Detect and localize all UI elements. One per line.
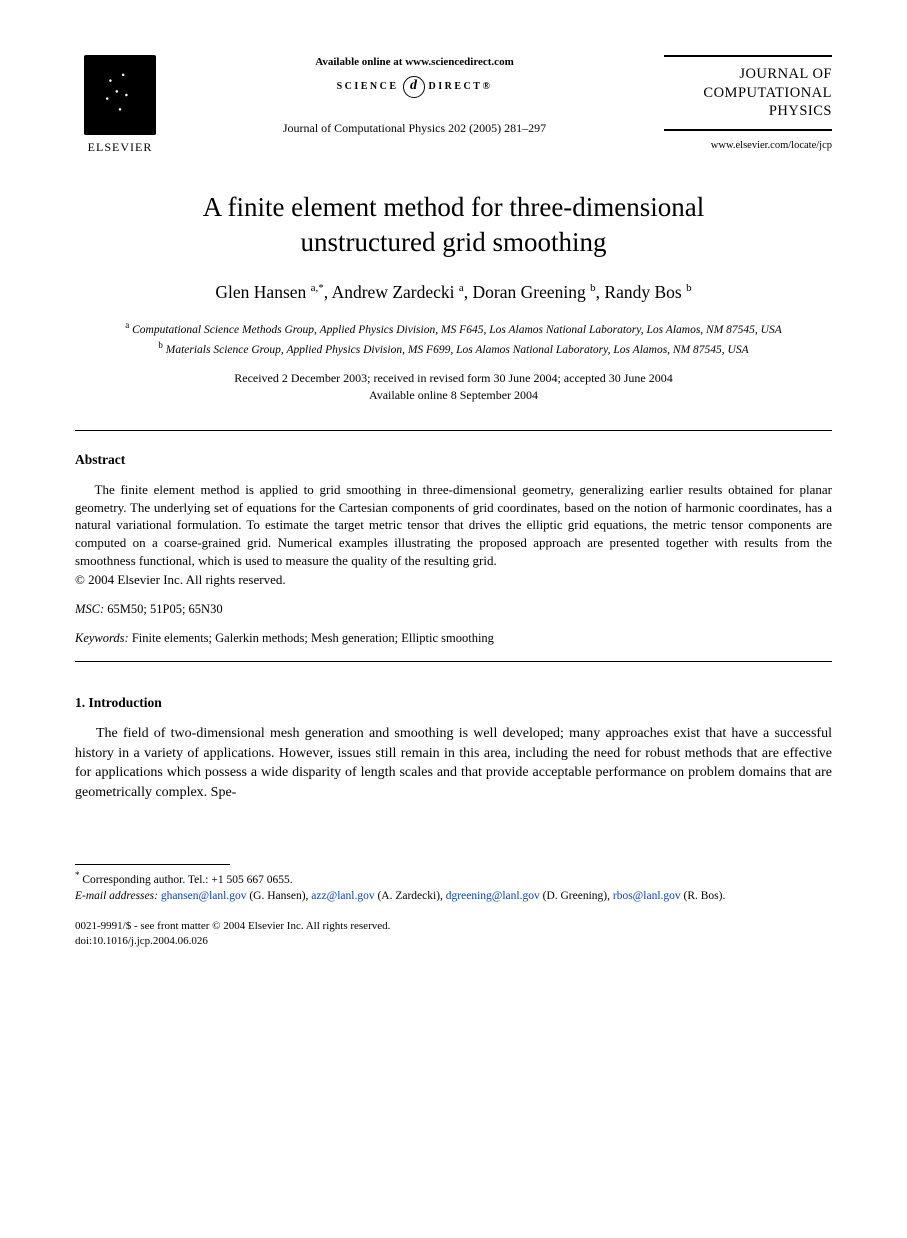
abstract-body: The finite element method is applied to …: [75, 481, 832, 569]
footnote-rule: [75, 864, 230, 865]
publisher-name: ELSEVIER: [88, 139, 153, 155]
dates-line1: Received 2 December 2003; received in re…: [75, 370, 832, 387]
author-4: Randy Bos: [604, 282, 686, 302]
keywords-label: Keywords:: [75, 631, 129, 645]
msc-label: MSC:: [75, 602, 104, 616]
sciencedirect-d-icon: d: [403, 76, 425, 98]
author-2: Andrew Zardecki: [332, 282, 459, 302]
center-header: Available online at www.sciencedirect.co…: [165, 55, 664, 136]
intro-body: The field of two-dimensional mesh genera…: [75, 724, 832, 802]
article-title: A finite element method for three-dimens…: [75, 190, 832, 259]
sciencedirect-left: SCIENCE: [337, 80, 399, 94]
sciencedirect-logo: SCIENCE d DIRECT®: [183, 76, 646, 98]
affiliations: a Computational Science Methods Group, A…: [75, 319, 832, 358]
intro-heading: 1. Introduction: [75, 694, 832, 712]
journal-reference: Journal of Computational Physics 202 (20…: [183, 120, 646, 136]
doi-line: doi:10.1016/j.jcp.2004.06.026: [75, 934, 832, 949]
article-dates: Received 2 December 2003; received in re…: [75, 370, 832, 404]
publication-footer: 0021-9991/$ - see front matter © 2004 El…: [75, 919, 832, 949]
title-line2: unstructured grid smoothing: [301, 227, 607, 257]
journal-header: ELSEVIER Available online at www.science…: [75, 55, 832, 155]
msc-codes: 65M50; 51P05; 65N30: [104, 602, 222, 616]
author-1-affil: a,*: [311, 282, 324, 294]
publisher-logo-block: ELSEVIER: [75, 55, 165, 155]
abstract-rule-top: [75, 430, 832, 431]
journal-name-line2: COMPUTATIONAL: [664, 84, 832, 103]
front-matter-line: 0021-9991/$ - see front matter © 2004 El…: [75, 919, 832, 934]
journal-name-line3: PHYSICS: [664, 102, 832, 121]
journal-title-rule-top: [664, 55, 832, 57]
title-line1: A finite element method for three-dimens…: [203, 192, 705, 222]
journal-url: www.elsevier.com/locate/jcp: [664, 139, 832, 153]
copyright-line: © 2004 Elsevier Inc. All rights reserved…: [75, 571, 832, 589]
email-link-2[interactable]: azz@lanl.gov: [311, 890, 374, 902]
footnotes: * Corresponding author. Tel.: +1 505 667…: [75, 869, 832, 905]
keywords-text: Finite elements; Galerkin methods; Mesh …: [129, 631, 494, 645]
msc-line: MSC: 65M50; 51P05; 65N30: [75, 601, 832, 618]
email-link-1[interactable]: ghansen@lanl.gov: [161, 890, 247, 902]
available-online-text: Available online at www.sciencedirect.co…: [183, 55, 646, 70]
corresponding-author: * Corresponding author. Tel.: +1 505 667…: [75, 869, 832, 889]
journal-title-block: JOURNAL OF COMPUTATIONAL PHYSICS www.els…: [664, 55, 832, 153]
keywords-line: Keywords: Finite elements; Galerkin meth…: [75, 630, 832, 647]
sciencedirect-right: DIRECT®: [429, 80, 493, 94]
elsevier-tree-icon: [84, 55, 156, 135]
journal-title-rule-bottom: [664, 129, 832, 131]
dates-line2: Available online 8 September 2004: [75, 387, 832, 404]
authors-line: Glen Hansen a,*, Andrew Zardecki a, Dora…: [75, 281, 832, 305]
email-link-4[interactable]: rbos@lanl.gov: [613, 890, 681, 902]
affiliation-b: b Materials Science Group, Applied Physi…: [75, 339, 832, 359]
journal-name: JOURNAL OF COMPUTATIONAL PHYSICS: [664, 65, 832, 121]
abstract-rule-bottom: [75, 661, 832, 662]
author-1: Glen Hansen: [215, 282, 310, 302]
affiliation-a: a Computational Science Methods Group, A…: [75, 319, 832, 339]
email-link-3[interactable]: dgreening@lanl.gov: [446, 890, 540, 902]
abstract-heading: Abstract: [75, 451, 832, 469]
author-4-affil: b: [686, 282, 692, 294]
email-addresses: E-mail addresses: ghansen@lanl.gov (G. H…: [75, 889, 832, 905]
email-label: E-mail addresses:: [75, 890, 158, 902]
author-3: Doran Greening: [473, 282, 591, 302]
journal-name-line1: JOURNAL OF: [664, 65, 832, 84]
